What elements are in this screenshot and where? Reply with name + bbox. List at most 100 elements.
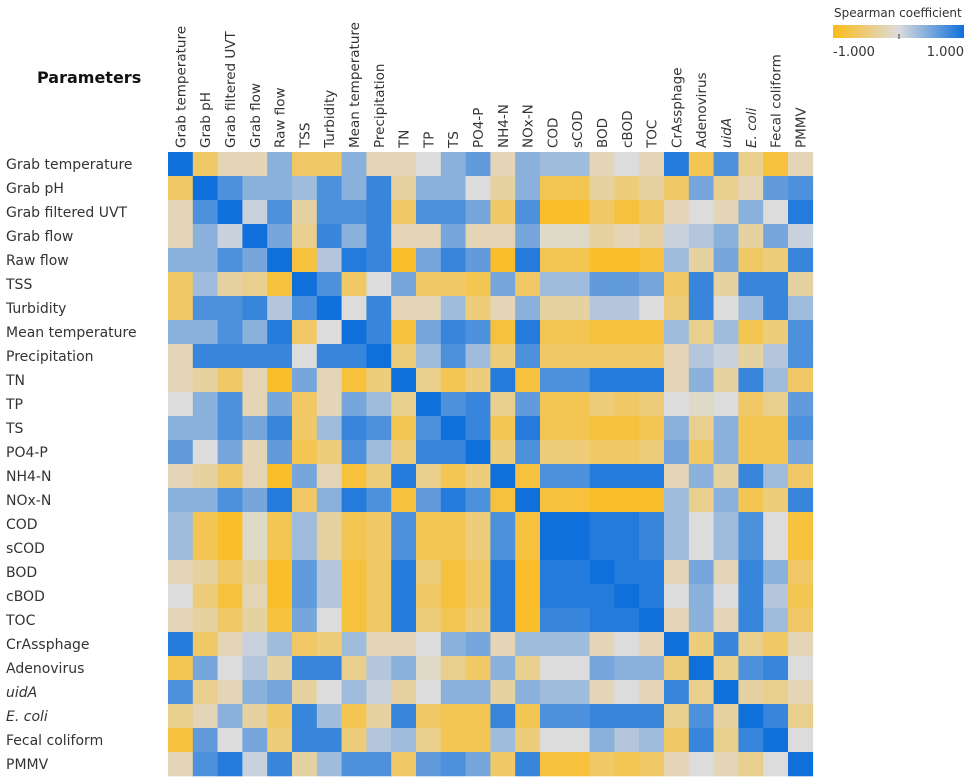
heatmap-cell-bod-ts (440, 560, 466, 585)
heatmap-cell-grab-ph-grab-temperature (168, 176, 194, 201)
heatmap-cell-grab-filtered-uvt-precipitation (366, 200, 392, 225)
heatmap-cell-tp-tn (391, 392, 417, 417)
heatmap-cell-turbidity-cbod (614, 296, 640, 321)
heatmap-cell-turbidity-po4-p (465, 296, 491, 321)
heatmap-cell-tss-grab-ph (192, 272, 218, 297)
heatmap-cell-grab-filtered-uvt-nh4-n (490, 200, 516, 225)
heatmap-cell-cod-uida (713, 512, 739, 537)
heatmap-cell-scod-bod (589, 536, 615, 561)
heatmap-cell-grab-temperature-bod (589, 152, 615, 177)
heatmap-cell-fecal-coliform-nox-n (515, 728, 541, 753)
legend-min-label: -1.000 (833, 45, 875, 60)
heatmap-cell-grab-flow-raw-flow (267, 224, 293, 249)
heatmap-cell-bod-nox-n (515, 560, 541, 585)
heatmap-cell-cod-mean-temperature (341, 512, 367, 537)
heatmap-cell-pmmv-scod (564, 752, 590, 777)
heatmap-cell-e-coli-nh4-n (490, 704, 516, 729)
heatmap-cell-e-coli-tp (416, 704, 442, 729)
heatmap-cell-mean-temperature-mean-temperature (341, 320, 367, 345)
heatmap-cell-mean-temperature-grab-filtered-uvt (217, 320, 243, 345)
heatmap-cell-tp-grab-ph (192, 392, 218, 417)
heatmap-cell-uida-nh4-n (490, 680, 516, 705)
heatmap-cell-adenovirus-cod (540, 656, 566, 681)
heatmap-cell-e-coli-cod (540, 704, 566, 729)
heatmap-cell-grab-temperature-precipitation (366, 152, 392, 177)
heatmap-cell-mean-temperature-tp (416, 320, 442, 345)
heatmap-cell-grab-filtered-uvt-mean-temperature (341, 200, 367, 225)
heatmap-cell-cod-cbod (614, 512, 640, 537)
heatmap-cell-precipitation-tn (391, 344, 417, 369)
heatmap-cell-precipitation-mean-temperature (341, 344, 367, 369)
heatmap-cell-grab-ph-cod (540, 176, 566, 201)
row-label-mean-temperature: Mean temperature (6, 325, 137, 341)
heatmap-cell-ts-turbidity (316, 416, 342, 441)
heatmap-cell-nh4-n-grab-filtered-uvt (217, 464, 243, 489)
heatmap-cell-nox-n-uida (713, 488, 739, 513)
heatmap-cell-po4-p-tn (391, 440, 417, 465)
heatmap-cell-pmmv-grab-ph (192, 752, 218, 777)
column-label-cod: COD (545, 118, 561, 148)
heatmap-cell-crassphage-scod (564, 632, 590, 657)
heatmap-cell-pmmv-e-coli (738, 752, 764, 777)
heatmap-cell-grab-filtered-uvt-pmmv (788, 200, 814, 225)
heatmap-cell-grab-temperature-fecal-coliform (763, 152, 789, 177)
heatmap-cell-cbod-nh4-n (490, 584, 516, 609)
heatmap-cell-cbod-uida (713, 584, 739, 609)
heatmap-cell-cbod-adenovirus (688, 584, 714, 609)
heatmap-cell-toc-turbidity (316, 608, 342, 633)
heatmap-cell-tss-fecal-coliform (763, 272, 789, 297)
heatmap-cell-tss-toc (639, 272, 665, 297)
heatmap-cell-grab-filtered-uvt-tss (292, 200, 318, 225)
heatmap-cell-turbidity-toc (639, 296, 665, 321)
heatmap-cell-crassphage-precipitation (366, 632, 392, 657)
heatmap-cell-cbod-bod (589, 584, 615, 609)
heatmap-cell-adenovirus-toc (639, 656, 665, 681)
heatmap-cell-bod-po4-p (465, 560, 491, 585)
heatmap-cell-pmmv-tn (391, 752, 417, 777)
heatmap-cell-bod-turbidity (316, 560, 342, 585)
heatmap-cell-mean-temperature-grab-temperature (168, 320, 194, 345)
heatmap-cell-scod-nox-n (515, 536, 541, 561)
heatmap-cell-adenovirus-turbidity (316, 656, 342, 681)
heatmap-cell-mean-temperature-scod (564, 320, 590, 345)
heatmap-cell-nh4-n-cbod (614, 464, 640, 489)
heatmap-cell-uida-tss (292, 680, 318, 705)
heatmap-cell-nox-n-nox-n (515, 488, 541, 513)
heatmap-cell-pmmv-bod (589, 752, 615, 777)
heatmap-cell-grab-filtered-uvt-turbidity (316, 200, 342, 225)
heatmap-cell-fecal-coliform-precipitation (366, 728, 392, 753)
heatmap-cell-ts-uida (713, 416, 739, 441)
heatmap-cell-ts-crassphage (664, 416, 690, 441)
heatmap-cell-tp-bod (589, 392, 615, 417)
heatmap-cell-ts-grab-ph (192, 416, 218, 441)
row-label-crassphage: CrAssphage (6, 637, 90, 653)
heatmap-cell-tp-crassphage (664, 392, 690, 417)
heatmap-cell-grab-filtered-uvt-uida (713, 200, 739, 225)
heatmap-cell-tn-crassphage (664, 368, 690, 393)
heatmap-cell-raw-flow-adenovirus (688, 248, 714, 273)
heatmap-cell-nox-n-mean-temperature (341, 488, 367, 513)
heatmap-cell-grab-temperature-mean-temperature (341, 152, 367, 177)
heatmap-cell-uida-fecal-coliform (763, 680, 789, 705)
heatmap-cell-tp-cod (540, 392, 566, 417)
heatmap-cell-cod-bod (589, 512, 615, 537)
heatmap-cell-po4-p-fecal-coliform (763, 440, 789, 465)
heatmap-cell-nh4-n-grab-temperature (168, 464, 194, 489)
heatmap-cell-tp-uida (713, 392, 739, 417)
heatmap-cell-ts-grab-temperature (168, 416, 194, 441)
heatmap-cell-ts-grab-flow (242, 416, 268, 441)
heatmap-cell-toc-raw-flow (267, 608, 293, 633)
heatmap-cell-grab-ph-cbod (614, 176, 640, 201)
heatmap-cell-tss-e-coli (738, 272, 764, 297)
heatmap-cell-cod-nox-n (515, 512, 541, 537)
heatmap-cell-scod-grab-temperature (168, 536, 194, 561)
heatmap-cell-tss-tn (391, 272, 417, 297)
heatmap-cell-tn-tn (391, 368, 417, 393)
heatmap-cell-bod-grab-flow (242, 560, 268, 585)
heatmap-cell-pmmv-precipitation (366, 752, 392, 777)
heatmap-cell-bod-bod (589, 560, 615, 585)
heatmap-cell-turbidity-nox-n (515, 296, 541, 321)
heatmap-cell-grab-temperature-raw-flow (267, 152, 293, 177)
heatmap-cell-e-coli-turbidity (316, 704, 342, 729)
heatmap-cell-tss-bod (589, 272, 615, 297)
